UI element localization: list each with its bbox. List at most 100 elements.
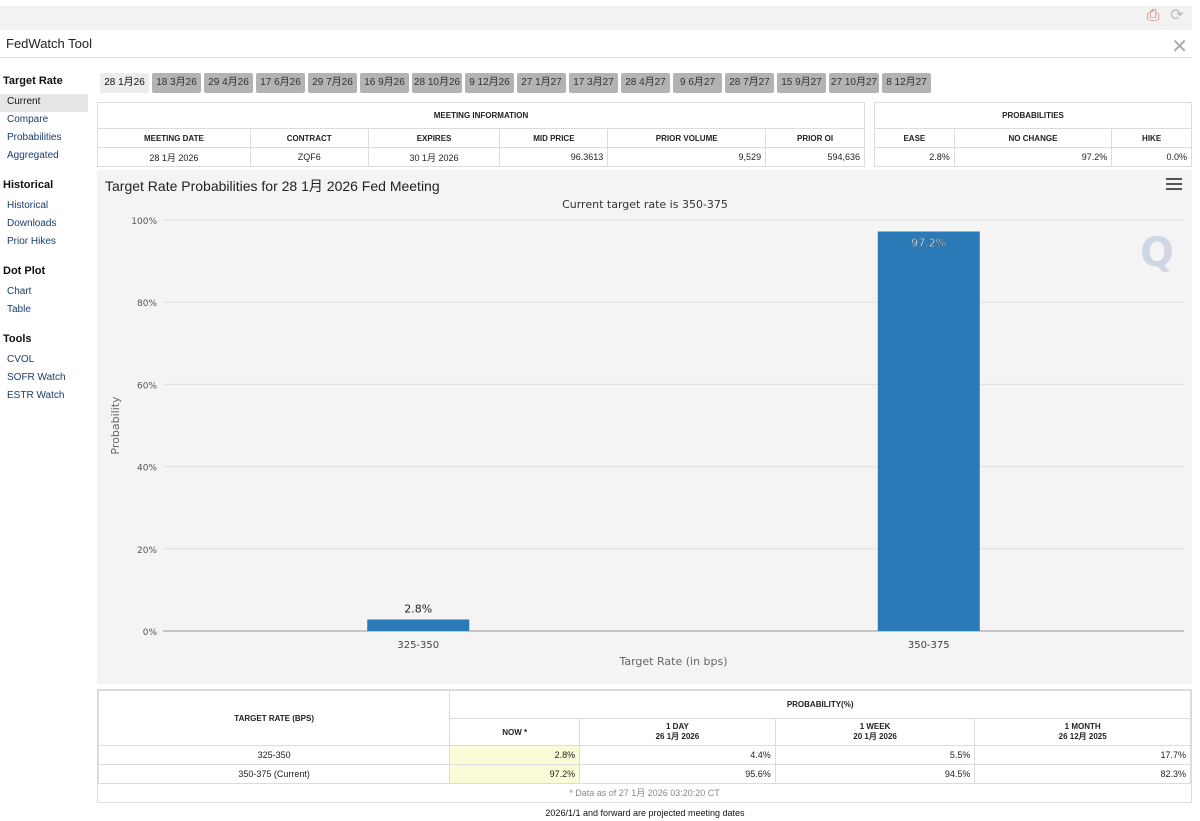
data-label: 2.8% [404, 602, 432, 615]
tab-meeting-date[interactable]: 17 6月26 [256, 73, 305, 93]
period-label: 1 MONTH [1064, 722, 1101, 731]
sidebar-item-sofr-watch[interactable]: SOFR Watch [7, 372, 66, 383]
target-rate-cell: 350-375 (Current) [97, 764, 451, 784]
tab-meeting-date[interactable]: 17 3月27 [569, 73, 618, 93]
sidebar-item-compare[interactable]: Compare [7, 114, 49, 125]
sidebar-section-title: Target Rate [3, 75, 63, 87]
sidebar-item-aggregated[interactable]: Aggregated [7, 150, 59, 161]
meeting-info-column-header: PRIOR VOLUME [607, 128, 767, 148]
bar-chart: Current target rate is 350-375 0% 20% 40% 60… [109, 198, 1184, 668]
meeting-info-cell: 28 1月 2026 [97, 147, 251, 167]
watermark-logo: Q [1139, 230, 1174, 276]
sidebar-item-current[interactable]: Current [0, 94, 88, 112]
tab-meeting-date[interactable]: 27 1月27 [517, 73, 566, 93]
period-label: NOW * [502, 727, 528, 737]
probability-value-cell: 95.6% [579, 764, 776, 784]
probability-column-header: NO CHANGE [953, 128, 1113, 148]
meeting-info-cell: 30 1月 2026 [367, 147, 501, 167]
probability-cell: 97.2% [953, 147, 1113, 167]
meeting-info-column-header: PRIOR OI [765, 128, 865, 148]
refresh-icon[interactable]: ⟳ [1170, 7, 1184, 24]
probability-cell: 2.8% [874, 147, 955, 167]
close-icon[interactable]: ✕ [1171, 34, 1188, 58]
tab-meeting-date[interactable]: 8 12月27 [882, 73, 931, 93]
probability-cell: 0.0% [1111, 147, 1192, 167]
sidebar-item-estr-watch[interactable]: ESTR Watch [7, 390, 65, 401]
chart-subtitle: Current target rate is 350-375 [562, 198, 728, 211]
period-date: 26 12月 2025 [1058, 732, 1107, 741]
probability-value-cell: 4.4% [579, 745, 776, 765]
probability-value-cell: 17.7% [974, 745, 1191, 765]
y-tick-label: 20% [137, 546, 157, 556]
tab-meeting-date[interactable]: 9 12月26 [465, 73, 514, 93]
tab-meeting-date[interactable]: 9 6月27 [673, 73, 722, 93]
probability-value-cell: 2.8% [449, 745, 581, 765]
probability-column-header: EASE [874, 128, 955, 148]
period-label: 1 WEEK [859, 722, 891, 731]
meeting-info-cell: 96.3613 [499, 147, 609, 167]
target-rate-header: TARGET RATE (BPS) [97, 690, 451, 746]
probability-period-header: 1 MONTH 26 12月 2025 [974, 718, 1191, 746]
tab-meeting-date[interactable]: 18 3月26 [152, 73, 201, 93]
probability-period-header: 1 WEEK 20 1月 2026 [774, 718, 976, 746]
tab-meeting-date[interactable]: 15 9月27 [777, 73, 826, 93]
period-label: 1 DAY [666, 722, 689, 731]
table-row: 350-375 (Current) 97.2% 95.6% 94.5% 82.3% [97, 764, 1191, 784]
tab-meeting-date[interactable]: 16 9月26 [360, 73, 409, 93]
y-tick-label: 100% [131, 217, 157, 227]
tab-meeting-date[interactable]: 29 4月26 [204, 73, 253, 93]
y-tick-label: 60% [137, 381, 157, 391]
top-strip [0, 6, 1192, 30]
y-tick-label: 40% [137, 464, 157, 474]
tab-meeting-date[interactable]: 27 10月27 [829, 73, 879, 93]
meeting-info-column-header: EXPIRES [367, 128, 501, 148]
bar-325-350 [367, 619, 470, 631]
meeting-info-header: MEETING INFORMATION [97, 102, 865, 129]
chart-panel: Target Rate Probabilities for 28 1月 2026… [97, 170, 1192, 684]
meeting-info-column-header: MID PRICE [499, 128, 609, 148]
sidebar-item-prior-hikes[interactable]: Prior Hikes [7, 236, 56, 247]
probability-history-table: TARGET RATE (BPS) PROBABILITY(%) NOW * 1 … [97, 689, 1192, 803]
sidebar-item-downloads[interactable]: Downloads [7, 218, 57, 229]
sidebar-item-historical[interactable]: Historical [7, 200, 49, 211]
data-label: 97.2% [911, 237, 946, 250]
meeting-info-column-header: MEETING DATE [97, 128, 251, 148]
meeting-info-cell: 9,529 [607, 147, 767, 167]
tab-meeting-date[interactable]: 28 1月26 [100, 73, 149, 93]
tab-meeting-date[interactable]: 28 7月27 [725, 73, 774, 93]
sidebar-section-title: Historical [3, 179, 54, 191]
app-title: FedWatch Tool [6, 36, 92, 51]
x-tick-label: 350-375 [908, 640, 950, 651]
probability-header: PROBABILITY(%) [449, 690, 1191, 719]
projected-note: 2026/1/1 and forward are projected meeti… [545, 808, 745, 818]
sidebar-item-chart[interactable]: Chart [7, 286, 32, 297]
data-footnote: * Data as of 27 1月 2026 03:20:20 CT [569, 788, 720, 798]
period-date: 20 1月 2026 [853, 732, 897, 741]
document-icon[interactable]: ⎙ [1146, 7, 1160, 24]
sidebar-section-title: Tools [3, 333, 32, 345]
y-axis-label: Probability [109, 396, 122, 455]
probability-value-cell: 97.2% [449, 764, 581, 784]
meeting-info-cell: ZQF6 [249, 147, 369, 167]
bar-350-375 [877, 231, 980, 631]
x-axis-label: Target Rate (in bps) [618, 655, 727, 668]
sidebar-section-title: Dot Plot [3, 265, 46, 277]
chart-title: Target Rate Probabilities for 28 1月 2026… [105, 178, 440, 194]
title-bar: FedWatch Tool ✕ [0, 30, 1192, 58]
x-tick-label: 325-350 [397, 640, 439, 651]
sidebar-item-cvol[interactable]: CVOL [7, 354, 35, 365]
probabilities-header: PROBABILITIES [874, 102, 1192, 129]
probability-value-cell: 82.3% [974, 764, 1191, 784]
tab-meeting-date[interactable]: 28 4月27 [621, 73, 670, 93]
sidebar-item-probabilities[interactable]: Probabilities [7, 132, 62, 143]
tab-meeting-date[interactable]: 28 10月26 [412, 73, 462, 93]
period-date: 26 1月 2026 [655, 732, 700, 741]
table-row: 325-350 2.8% 4.4% 5.5% 17.7% [97, 745, 1191, 765]
y-tick-label: 0% [143, 628, 158, 638]
target-rate-cell: 325-350 [97, 745, 451, 765]
probability-period-header: NOW * [449, 718, 581, 746]
probability-period-header: 1 DAY 26 1月 2026 [579, 718, 776, 746]
tab-meeting-date[interactable]: 29 7月26 [308, 73, 357, 93]
sidebar-item-table[interactable]: Table [7, 304, 31, 315]
hamburger-menu-icon[interactable] [1166, 178, 1182, 192]
